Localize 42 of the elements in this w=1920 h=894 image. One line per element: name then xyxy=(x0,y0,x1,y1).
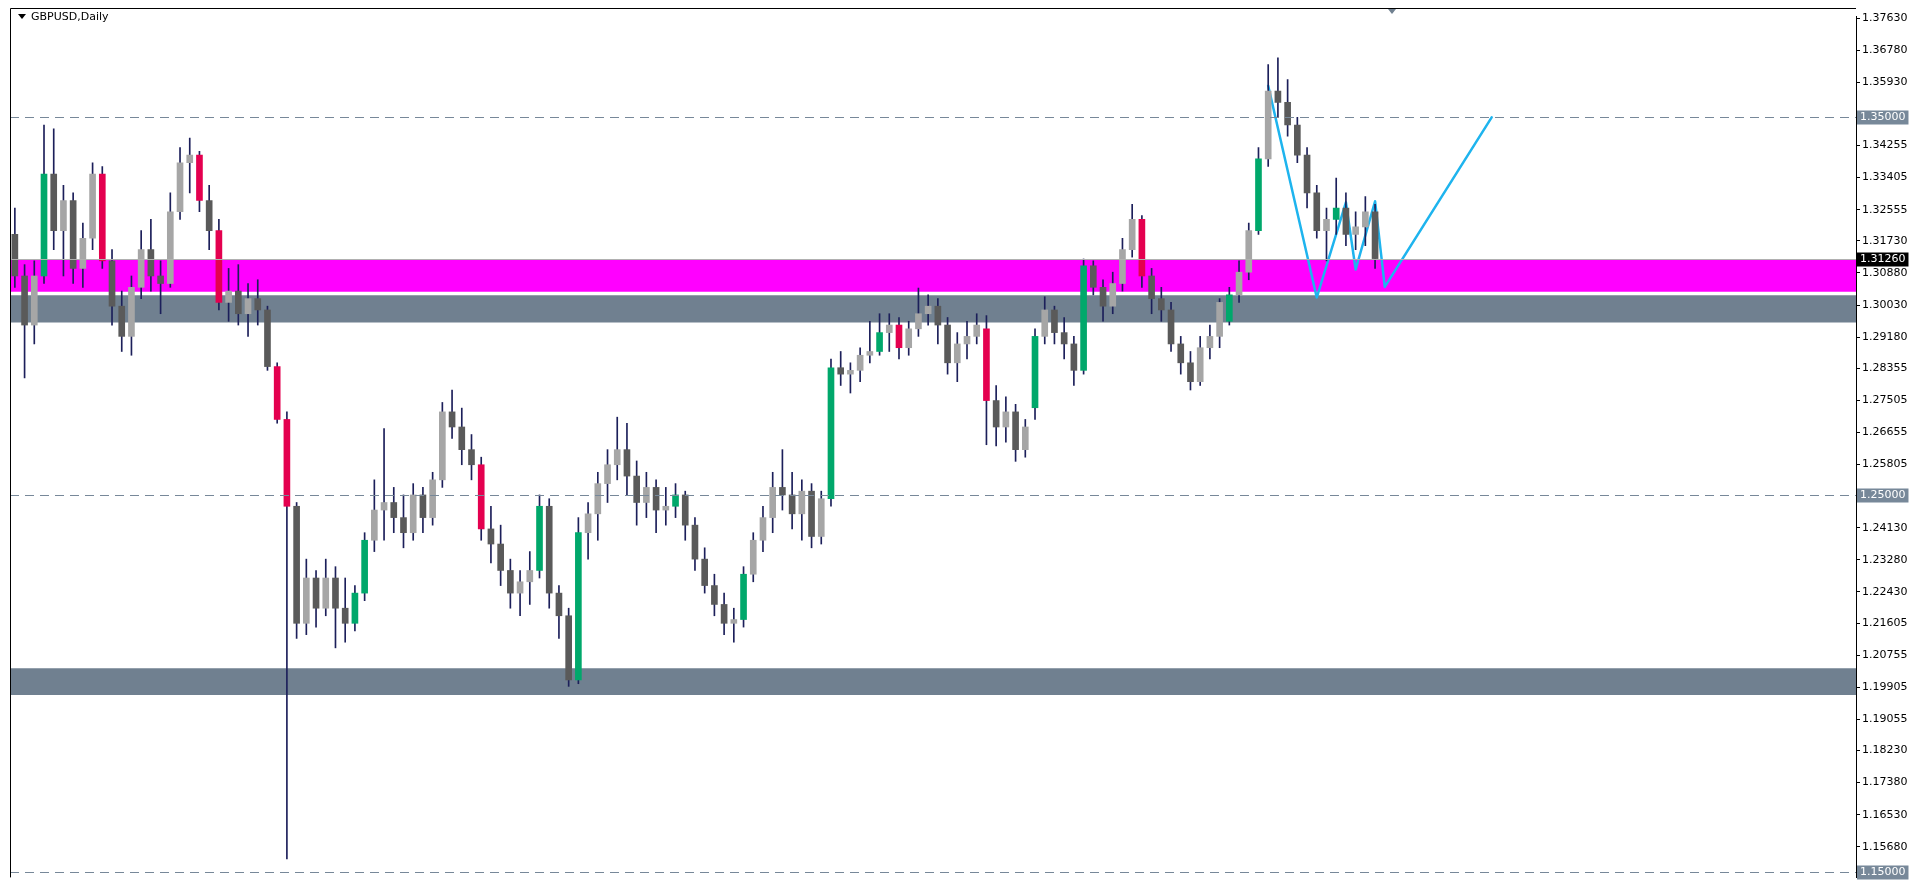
y-tick-label: 1.25805 xyxy=(1862,457,1908,471)
y-tick-label: 1.29180 xyxy=(1862,329,1908,343)
candlestick xyxy=(837,351,845,386)
y-tick-label: 1.24130 xyxy=(1862,520,1908,534)
candlestick xyxy=(662,487,670,526)
candlestick xyxy=(613,416,621,481)
y-tick-label: 1.16530 xyxy=(1862,807,1908,821)
y-tick-label: 1.19055 xyxy=(1862,712,1908,726)
candlestick xyxy=(283,411,291,860)
y-tick-label: 1.31730 xyxy=(1862,233,1908,247)
candlestick xyxy=(526,551,534,605)
y-tick-label: 1.30880 xyxy=(1862,265,1908,279)
y-tick-label: 1.15680 xyxy=(1862,839,1908,853)
y-tick-label: 1.22430 xyxy=(1862,584,1908,598)
y-tick-label: 1.28355 xyxy=(1862,361,1908,375)
ref-line-label: 1.31260 xyxy=(1860,252,1906,266)
y-tick-label: 1.32555 xyxy=(1862,202,1908,216)
y-tick-label: 1.23280 xyxy=(1862,552,1908,566)
y-tick-label: 1.35930 xyxy=(1862,75,1908,89)
y-tick-label: 1.37630 xyxy=(1862,10,1908,24)
y-tick-label: 1.34255 xyxy=(1862,138,1908,152)
candlestick xyxy=(341,577,349,643)
candlestick xyxy=(186,137,194,194)
candlestick xyxy=(730,607,738,643)
y-tick-label: 1.36780 xyxy=(1862,43,1908,57)
y-tick-label: 1.20755 xyxy=(1862,648,1908,662)
y-tick-label: 1.21605 xyxy=(1862,615,1908,629)
y-tick-label: 1.27505 xyxy=(1862,393,1908,407)
ref-line-label: 1.15000 xyxy=(1860,865,1906,879)
candlestick xyxy=(1274,57,1282,118)
y-tick-label: 1.26655 xyxy=(1862,425,1908,439)
y-tick-label: 1.33405 xyxy=(1862,170,1908,184)
y-tick-label: 1.18230 xyxy=(1862,743,1908,757)
chart-title: GBPUSD,Daily xyxy=(31,10,109,23)
y-tick-label: 1.17380 xyxy=(1862,775,1908,789)
ref-line-label: 1.25000 xyxy=(1860,488,1906,502)
candlestick xyxy=(885,313,893,352)
candlestick xyxy=(866,320,874,364)
y-tick-label: 1.19905 xyxy=(1862,680,1908,694)
ref-line-label: 1.35000 xyxy=(1860,110,1906,124)
candlestick xyxy=(1332,177,1340,235)
y-tick-label: 1.30030 xyxy=(1862,297,1908,311)
